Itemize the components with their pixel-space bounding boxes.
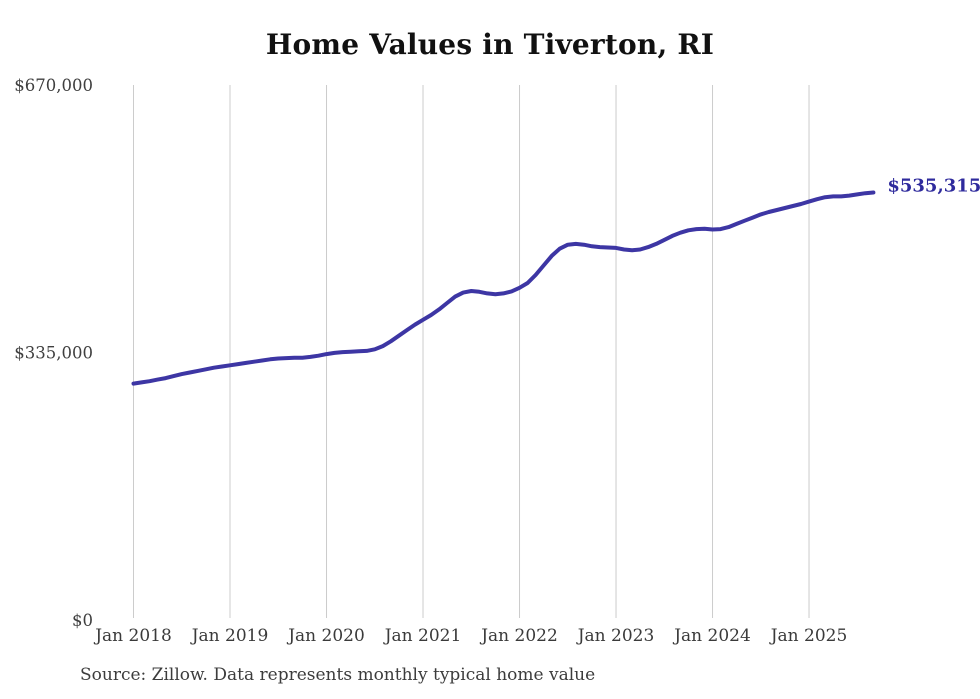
y-tick-label: $0 bbox=[72, 611, 93, 630]
source-note: Source: Zillow. Data represents monthly … bbox=[80, 665, 596, 685]
x-tick-label: Jan 2021 bbox=[383, 626, 462, 646]
x-tick-label: Jan 2018 bbox=[93, 626, 172, 646]
chart-title: Home Values in Tiverton, RI bbox=[265, 28, 715, 61]
x-tick-label: Jan 2022 bbox=[479, 626, 558, 646]
series-line bbox=[131, 190, 876, 386]
x-tick-label: Jan 2019 bbox=[190, 626, 269, 646]
x-tick-label: Jan 2023 bbox=[576, 626, 655, 646]
x-tick-label: Jan 2025 bbox=[769, 626, 848, 646]
x-tick-label: Jan 2020 bbox=[286, 626, 365, 646]
x-tick-label: Jan 2024 bbox=[672, 626, 751, 646]
y-tick-label: $670,000 bbox=[14, 76, 93, 95]
y-tick-label: $335,000 bbox=[14, 344, 93, 363]
current-value-label: $535,315 bbox=[887, 176, 980, 197]
